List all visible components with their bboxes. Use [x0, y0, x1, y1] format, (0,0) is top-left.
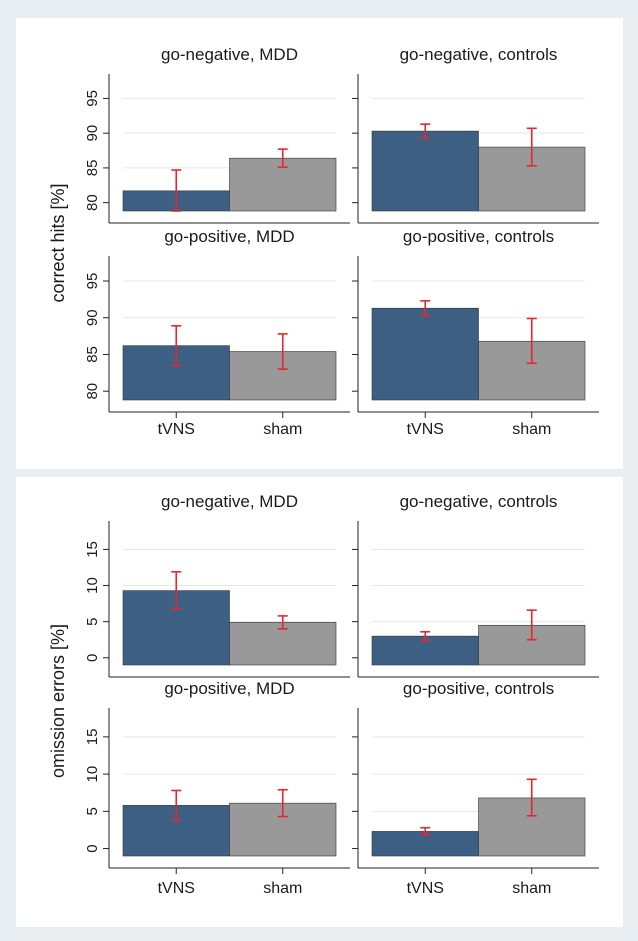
panel-title: go-negative, MDD	[161, 492, 298, 511]
x-tick-label: tVNS	[158, 421, 195, 438]
bar-tvns	[371, 130, 479, 212]
y-tick-label: 80	[84, 194, 101, 211]
x-tick-label: tVNS	[407, 880, 444, 897]
y-tick-label: 85	[84, 160, 101, 177]
panel-title: go-negative, controls	[400, 492, 558, 511]
y-tick-label: 15	[84, 729, 101, 746]
y-tick-label: 90	[84, 309, 101, 326]
y-tick-label: 10	[84, 766, 101, 783]
panel-title: go-positive, controls	[403, 679, 554, 698]
x-tick-label: tVNS	[158, 880, 195, 897]
y-tick-label: 90	[84, 125, 101, 142]
y-tick-label: 80	[84, 383, 101, 400]
y-tick-label: 5	[84, 617, 101, 625]
y-tick-label: 85	[84, 346, 101, 363]
panel-title: go-negative, MDD	[161, 45, 298, 64]
y-tick-label: 10	[84, 577, 101, 594]
panel-title: go-positive, controls	[403, 227, 554, 246]
x-tick-label: sham	[512, 421, 551, 438]
y-axis-label: correct hits [%]	[48, 183, 68, 302]
y-axis-label: omission errors [%]	[48, 624, 68, 778]
x-tick-label: sham	[263, 880, 302, 897]
plot-layer: correct hits [%] go-negative, MDD 80 85 90 95…	[48, 45, 599, 897]
y-tick-label: 95	[84, 90, 101, 107]
y-tick-label: 95	[84, 273, 101, 290]
y-tick-label: 0	[84, 654, 101, 662]
x-tick-label: sham	[512, 880, 551, 897]
y-tick-label: 15	[84, 541, 101, 558]
x-tick-label: tVNS	[407, 421, 444, 438]
x-tick-label: sham	[263, 421, 302, 438]
y-tick-label: 5	[84, 807, 101, 815]
panel-title: go-negative, controls	[400, 45, 558, 64]
y-tick-label: 0	[84, 844, 101, 852]
chart-2-background	[16, 477, 623, 927]
panel-title: go-positive, MDD	[164, 679, 294, 698]
panel-title: go-positive, MDD	[164, 227, 294, 246]
bar-tvns	[371, 307, 479, 401]
